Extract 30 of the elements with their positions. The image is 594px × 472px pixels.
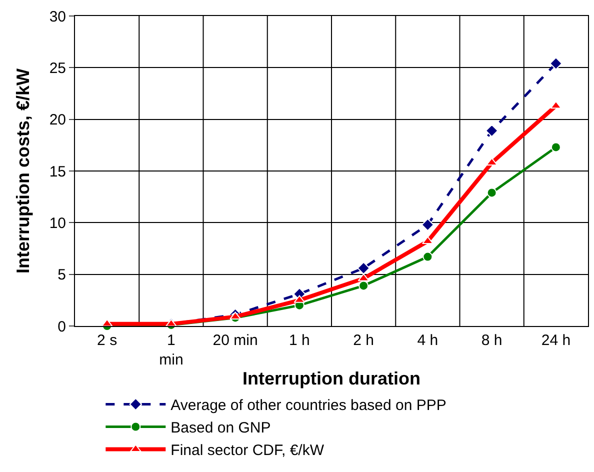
y-tick-label: 20	[49, 112, 66, 129]
y-tick-label: 0	[58, 318, 66, 336]
point	[486, 188, 497, 198]
y-tick-label: 10	[49, 214, 66, 232]
x-tick-label: 1 h	[289, 332, 310, 349]
point	[422, 236, 434, 244]
y-axis-title: Interruption costs, €/kW	[13, 68, 33, 274]
x-tick-label: 2 h	[353, 332, 374, 349]
x-tick-label: 8 h	[481, 332, 502, 349]
point	[550, 142, 561, 152]
point	[550, 57, 562, 70]
x-tick-label: 2 s	[97, 332, 118, 349]
x-tick-label: 20 min	[212, 332, 258, 349]
legend-label: Based on GNP	[170, 420, 271, 437]
y-tick-label: 5	[58, 266, 66, 284]
y-tick-label: 30	[49, 8, 66, 26]
point	[358, 280, 369, 291]
legend-label: Average of other countries based on PPP	[170, 397, 446, 414]
x-axis-title: Interruption duration	[242, 368, 420, 389]
y-tick-label: 25	[49, 60, 66, 77]
legend-label: Final sector CDF, €/kW	[170, 442, 325, 460]
x-tick-label: 1 min	[159, 332, 184, 368]
x-tick-label: 4 h	[417, 332, 438, 349]
point	[485, 124, 498, 138]
x-tick-label: 24 h	[541, 332, 571, 349]
y-tick-label: 15	[49, 163, 66, 180]
point	[357, 262, 370, 274]
point	[421, 218, 434, 232]
point	[422, 252, 433, 262]
point	[358, 273, 370, 282]
